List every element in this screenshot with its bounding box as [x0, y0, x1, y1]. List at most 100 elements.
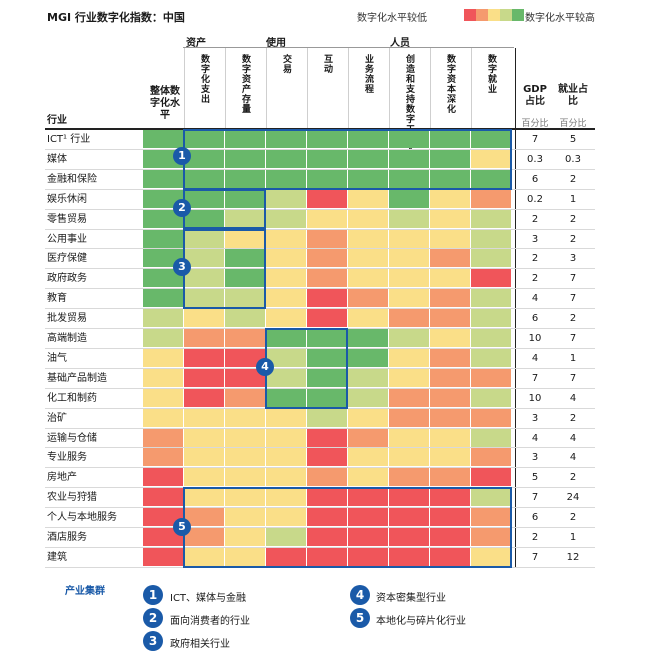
heatmap-cell — [225, 289, 265, 308]
heatmap-cell — [471, 547, 511, 566]
employment-value: 2 — [569, 412, 577, 424]
heatmap-cell — [389, 289, 429, 308]
heatmap-cell — [471, 169, 511, 188]
heatmap-cell — [430, 229, 470, 248]
heatmap-cell — [225, 329, 265, 347]
heatmap-cell — [471, 329, 511, 347]
group-label-people: 人员 — [390, 38, 410, 49]
heatmap-cell — [348, 309, 388, 328]
cluster-legend-label: 面向消费者的行业 — [170, 616, 250, 627]
heatmap-cell — [143, 309, 183, 328]
group-label-assets: 资产 — [186, 38, 206, 49]
heatmap-cell — [225, 428, 265, 447]
employment-value: 7 — [569, 273, 577, 285]
column-divider — [307, 48, 308, 130]
gdp-value: 0.2 — [527, 193, 543, 205]
heatmap-cell — [225, 508, 265, 527]
row-label: 建筑 — [47, 551, 67, 563]
chart-title: MGI 行业数字化指数：中国 — [47, 11, 185, 24]
gdp-value: 4 — [531, 352, 539, 364]
gdp-value: 6 — [531, 512, 539, 524]
gdp-value: 2 — [531, 253, 539, 265]
heatmap-cell — [143, 368, 183, 387]
heatmap-cell — [266, 309, 306, 328]
row-divider — [45, 546, 595, 548]
heatmap-cell — [266, 528, 306, 546]
employment-value: 4 — [569, 452, 577, 464]
heatmap-cell — [430, 428, 470, 447]
cluster-box-2 — [183, 188, 266, 230]
employment-value: 5 — [569, 134, 577, 145]
heatmap-cell — [266, 388, 306, 407]
row-label: 酒店服务 — [47, 532, 87, 543]
heatmap-cell — [348, 388, 388, 407]
row-divider — [45, 427, 595, 429]
cluster-box-1 — [183, 129, 512, 190]
group-rule-usage — [265, 47, 388, 48]
employment-value: 1 — [569, 532, 577, 543]
column-divider — [348, 48, 349, 130]
gdp-value: 10 — [528, 392, 542, 404]
heatmap-cell — [266, 289, 306, 308]
heatmap-cell — [184, 249, 224, 268]
legend-swatch-2 — [476, 9, 488, 21]
gdp-header: GDP占比 — [523, 84, 547, 107]
heatmap-cell — [471, 269, 511, 288]
heatmap-cell — [430, 388, 470, 407]
heatmap-cell — [430, 249, 470, 268]
heatmap-cell — [430, 269, 470, 288]
cluster-legend-badge: 4 — [350, 585, 370, 605]
heatmap-cell — [471, 388, 511, 407]
heatmap-cell — [184, 209, 224, 228]
heatmap-cell — [184, 428, 224, 447]
heatmap-cell — [348, 169, 388, 188]
row-label: 批发贸易 — [47, 313, 87, 325]
heatmap-cell — [389, 368, 429, 387]
row-divider — [45, 387, 595, 389]
heatmap-cell — [266, 448, 306, 467]
cluster-badge: 1 — [173, 147, 191, 165]
heatmap-cell — [471, 229, 511, 248]
heatmap-cell — [266, 468, 306, 487]
employment-value: 2 — [569, 233, 577, 245]
cluster-legend-label: 本地化与碎片化行业 — [376, 616, 466, 627]
cluster-legend-title: 产业集群 — [65, 586, 105, 597]
row-label: 房地产 — [47, 472, 77, 484]
heatmap-cell — [184, 408, 224, 427]
heatmap-cell — [348, 189, 388, 208]
gdp-value: 4 — [531, 432, 539, 444]
heatmap-cell — [471, 428, 511, 447]
heatmap-cell — [225, 309, 265, 328]
heatmap-cell — [143, 488, 183, 507]
heatmap-cell — [307, 468, 347, 487]
heatmap-cell — [143, 428, 183, 447]
column-divider — [430, 48, 431, 130]
gdp-value: 6 — [531, 313, 539, 325]
heatmap-cell — [471, 348, 511, 367]
column-divider — [266, 48, 267, 130]
gdp-value: 7 — [531, 134, 539, 145]
heatmap-cell — [225, 488, 265, 507]
gdp-unit: 百分比 — [521, 119, 549, 129]
heatmap-cell — [225, 348, 265, 367]
jobs-unit: 百分比 — [559, 119, 587, 129]
heatmap-cell — [430, 528, 470, 546]
column-header: 互动 — [322, 54, 332, 74]
heatmap-cell — [471, 468, 511, 487]
heatmap-cell — [389, 130, 429, 148]
row-divider — [45, 208, 595, 210]
heatmap-cell — [348, 229, 388, 248]
cluster-legend-badge: 3 — [143, 631, 163, 651]
employment-value: 7 — [569, 333, 577, 344]
employment-value: 0.3 — [565, 153, 581, 165]
row-divider — [45, 367, 595, 369]
heatmap-cell — [430, 289, 470, 308]
heatmap-cell — [266, 269, 306, 288]
heatmap-cell — [471, 289, 511, 308]
heatmap-cell — [307, 249, 347, 268]
row-divider — [45, 447, 595, 449]
heatmap-cell — [307, 547, 347, 566]
group-label-usage: 使用 — [266, 38, 286, 49]
heatmap-cell — [348, 408, 388, 427]
row-label: 基础产品制造 — [47, 372, 107, 384]
